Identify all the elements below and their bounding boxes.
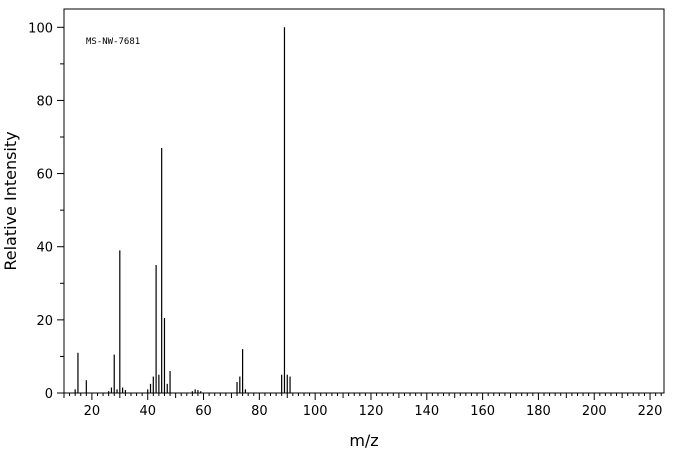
spectrum-id-annotation: MS-NW-7681 — [86, 37, 140, 47]
x-tick-label: 160 — [470, 404, 495, 419]
y-tick-label: 100 — [28, 21, 53, 36]
x-tick-label: 120 — [359, 404, 384, 419]
x-tick-label: 40 — [139, 404, 156, 419]
x-axis-title: m/z — [349, 431, 378, 450]
y-tick-label: 60 — [36, 168, 53, 183]
y-tick-label: 80 — [36, 94, 53, 109]
y-tick-label: 0 — [45, 387, 53, 402]
y-axis-ticks: 0 20 40 60 80 100 — [28, 21, 64, 402]
x-tick-label: 20 — [84, 404, 101, 419]
x-tick-label: 100 — [303, 404, 328, 419]
x-axis-ticks: 20 40 60 80 100 120 140 160 180 200 220 — [63, 393, 663, 419]
plot-frame — [63, 8, 665, 394]
y-tick-label: 40 — [36, 241, 53, 256]
x-tick-label: 200 — [582, 404, 607, 419]
y-tick-label: 20 — [36, 314, 53, 329]
y-axis-title: Relative Intensity — [1, 131, 20, 270]
spectrum-peaks — [74, 27, 291, 393]
x-tick-label: 60 — [195, 404, 212, 419]
x-tick-label: 220 — [638, 404, 663, 419]
x-tick-label: 180 — [526, 404, 551, 419]
x-tick-label: 80 — [251, 404, 268, 419]
x-tick-label: 140 — [414, 404, 439, 419]
